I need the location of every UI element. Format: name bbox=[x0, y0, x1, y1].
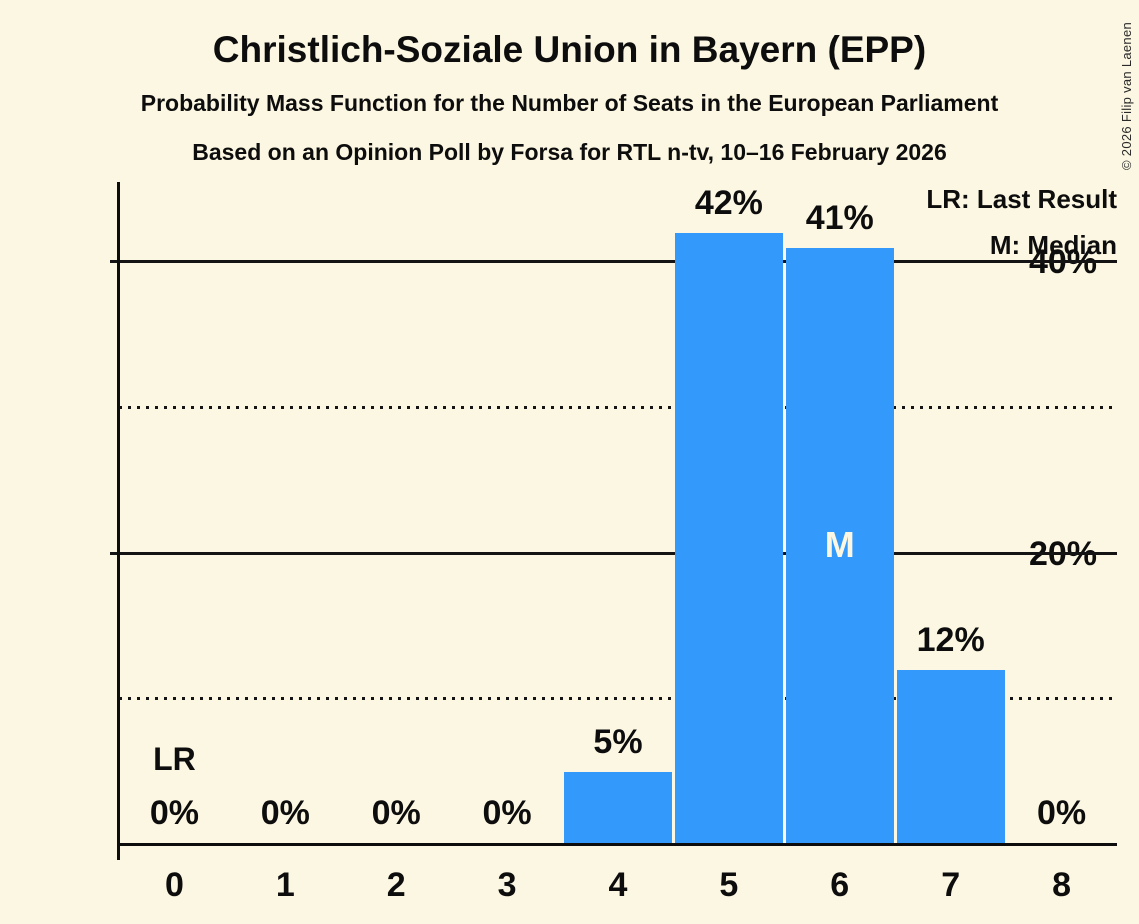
x-axis-label-4: 4 bbox=[608, 866, 628, 904]
bar-value-label-5: 42% bbox=[694, 184, 763, 222]
x-axis-label-5: 5 bbox=[719, 866, 739, 904]
x-axis-label-8: 8 bbox=[1052, 866, 1071, 904]
median-marker: M bbox=[824, 524, 855, 565]
bar-column-6: 41% 6 M bbox=[784, 182, 895, 904]
bar-column-5: 42% 5 bbox=[673, 182, 784, 904]
chart-subtitle-1: Probability Mass Function for the Number… bbox=[140, 90, 999, 116]
legend-median: M: Median bbox=[989, 230, 1117, 260]
bar-7 bbox=[896, 670, 1005, 845]
bar-column-1: 0% 1 bbox=[230, 182, 341, 904]
bar-5 bbox=[674, 233, 783, 845]
gridline-solid-20 bbox=[110, 551, 1117, 555]
bar-value-label-8: 0% bbox=[1036, 794, 1087, 832]
plot-area: 0% 0 LR 0% 1 0% 2 0% 3 5% 4 42% 5 41% 6 M 12% 7 0% 8 bbox=[110, 182, 1117, 904]
bar-column-4: 5% 4 bbox=[563, 182, 674, 904]
bar-6 bbox=[785, 247, 894, 845]
bar-value-label-3: 0% bbox=[482, 794, 532, 832]
x-axis-label-3: 3 bbox=[497, 866, 517, 904]
x-axis-label-2: 2 bbox=[386, 866, 406, 904]
x-axis-label-1: 1 bbox=[275, 866, 295, 904]
bar-column-3: 0% 3 bbox=[452, 182, 563, 904]
bar-value-label-4: 5% bbox=[593, 723, 643, 762]
last-result-marker: LR bbox=[153, 741, 196, 777]
bar-value-label-6: 41% bbox=[805, 198, 874, 237]
chart-subtitle-2: Based on an Opinion Poll by Forsa for RT… bbox=[192, 139, 947, 165]
x-axis-line bbox=[117, 843, 1117, 846]
bar-column-7: 12% 7 bbox=[895, 182, 1006, 904]
legend-last-result: LR: Last Result bbox=[926, 184, 1117, 214]
bar-value-label-1: 0% bbox=[260, 794, 310, 832]
gridline-dotted-10 bbox=[119, 697, 1117, 701]
bar-value-label-2: 0% bbox=[371, 794, 421, 832]
chart-title: Christlich-Soziale Union in Bayern (EPP) bbox=[212, 29, 927, 70]
y-axis-line bbox=[117, 182, 120, 860]
x-axis-label-7: 7 bbox=[941, 866, 961, 904]
x-axis-label-0: 0 bbox=[164, 866, 184, 904]
bar-value-label-0: 0% bbox=[149, 794, 199, 832]
gridline-solid-40 bbox=[110, 260, 1117, 264]
x-axis-label-6: 6 bbox=[830, 866, 850, 904]
gridline-dotted-30 bbox=[119, 405, 1117, 409]
copyright-notice: © 2026 Filip van Laenen bbox=[1119, 21, 1134, 170]
bar-column-2: 0% 2 bbox=[341, 182, 452, 904]
bar-value-label-7: 12% bbox=[916, 621, 985, 660]
bar-column-0: 0% 0 LR bbox=[119, 182, 230, 904]
bar-column-8: 0% 8 bbox=[1006, 182, 1117, 904]
bar-4 bbox=[564, 772, 672, 845]
